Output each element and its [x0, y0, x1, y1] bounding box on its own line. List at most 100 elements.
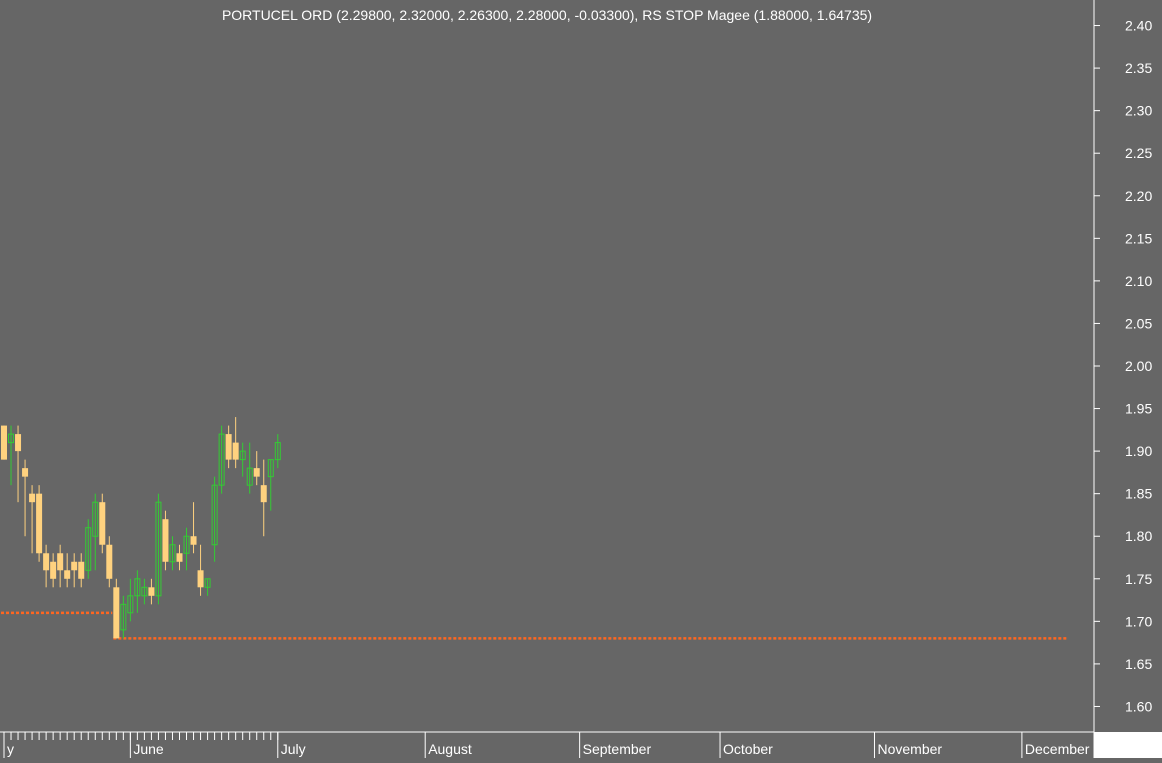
- y-tick-label: 2.05: [1125, 315, 1152, 331]
- candle: [36, 485, 43, 562]
- candle-body: [197, 570, 204, 588]
- candle: [211, 476, 218, 562]
- candle: [8, 425, 15, 486]
- candle: [85, 519, 92, 579]
- y-tick-label: 1.75: [1125, 571, 1152, 587]
- candle: [57, 544, 64, 588]
- candle-body: [43, 553, 50, 571]
- x-tick-label: June: [133, 741, 164, 757]
- candle: [50, 553, 57, 588]
- x-tick-label: October: [723, 741, 773, 757]
- candle-body: [113, 587, 120, 639]
- y-tick-label: 1.70: [1125, 613, 1152, 629]
- candles: [1, 417, 281, 639]
- candle-body: [15, 434, 22, 452]
- stop-lines: [1, 611, 1068, 640]
- y-tick-label: 1.85: [1125, 486, 1152, 502]
- x-axis: y June July August September October November D…: [3, 732, 1090, 758]
- y-tick-label: 1.95: [1125, 401, 1152, 417]
- candle: [106, 536, 113, 588]
- candle-body: [239, 450, 246, 461]
- candle-body: [71, 561, 78, 571]
- candle: [176, 544, 183, 571]
- candle: [246, 442, 253, 494]
- candle: [15, 425, 22, 503]
- x-tick-label: August: [428, 741, 472, 757]
- candle: [64, 553, 71, 588]
- candle-body: [120, 603, 127, 631]
- candle-body: [218, 433, 225, 486]
- candle-body: [183, 535, 190, 554]
- y-tick-label: 2.20: [1125, 188, 1152, 204]
- candle: [183, 527, 190, 571]
- candle: [267, 459, 274, 511]
- candle-body: [134, 578, 141, 597]
- candle: [22, 459, 29, 537]
- y-tick-label: 2.35: [1125, 60, 1152, 76]
- candle: [71, 553, 78, 588]
- candle: [162, 510, 169, 571]
- candle-body: [190, 536, 197, 545]
- y-tick-label: 1.60: [1125, 698, 1152, 714]
- candle-body: [85, 527, 92, 571]
- candle-body: [22, 468, 29, 477]
- candle-body: [246, 467, 253, 486]
- candle-body: [176, 553, 183, 562]
- candle: [190, 502, 197, 554]
- candle-body: [169, 544, 176, 563]
- candle-body: [106, 544, 113, 579]
- candle-body: [267, 459, 274, 478]
- y-tick-label: 1.90: [1125, 443, 1152, 459]
- candle-body: [99, 502, 106, 545]
- candle: [155, 493, 162, 605]
- y-tick-label: 1.65: [1125, 656, 1152, 672]
- axis-corner-panel: [1094, 732, 1162, 758]
- candle: [99, 493, 106, 554]
- candle: [218, 425, 225, 494]
- candle: [141, 578, 148, 605]
- y-tick-label: 2.00: [1125, 358, 1152, 374]
- y-tick-label: 2.15: [1125, 230, 1152, 246]
- candle-body: [57, 553, 64, 571]
- candle: [127, 578, 134, 622]
- candle-body: [8, 433, 15, 444]
- x-tick-label: y: [7, 741, 14, 757]
- chart-title: PORTUCEL ORD (2.29800, 2.32000, 2.26300,…: [222, 7, 872, 23]
- candle: [169, 536, 176, 571]
- candle: [197, 544, 204, 596]
- candle: [204, 578, 211, 596]
- x-tick-label: September: [583, 741, 652, 757]
- candle-body: [29, 493, 36, 503]
- y-tick-label: 2.25: [1125, 145, 1152, 161]
- candle-body: [64, 570, 71, 579]
- candle: [260, 459, 267, 537]
- candle-body: [211, 484, 218, 546]
- candle-body: [127, 595, 134, 614]
- candle-body: [155, 501, 162, 597]
- candle-body: [1, 425, 7, 460]
- y-tick-label: 2.10: [1125, 273, 1152, 289]
- y-tick-label: 2.40: [1125, 18, 1152, 34]
- candle-body: [162, 519, 169, 562]
- candle: [78, 553, 85, 588]
- x-tick-label: November: [877, 741, 942, 757]
- candle: [232, 417, 239, 469]
- x-tick-label: December: [1025, 741, 1090, 757]
- candle: [148, 578, 155, 605]
- candle-body: [225, 434, 232, 460]
- y-tick-label: 1.80: [1125, 528, 1152, 544]
- candle-body: [36, 493, 43, 554]
- candle-body: [274, 442, 281, 461]
- candle-body: [92, 501, 99, 537]
- candle-body: [204, 578, 211, 588]
- candle: [274, 434, 281, 469]
- candle-body: [148, 587, 155, 596]
- candle: [253, 451, 260, 486]
- candle-body: [50, 561, 57, 579]
- y-axis: 2.40 2.35 2.30 2.25 2.20 2.15 2.10 2.05 2.00 1.95…: [1094, 18, 1152, 714]
- candle: [134, 570, 141, 613]
- candle: [225, 425, 232, 469]
- candle: [43, 544, 50, 588]
